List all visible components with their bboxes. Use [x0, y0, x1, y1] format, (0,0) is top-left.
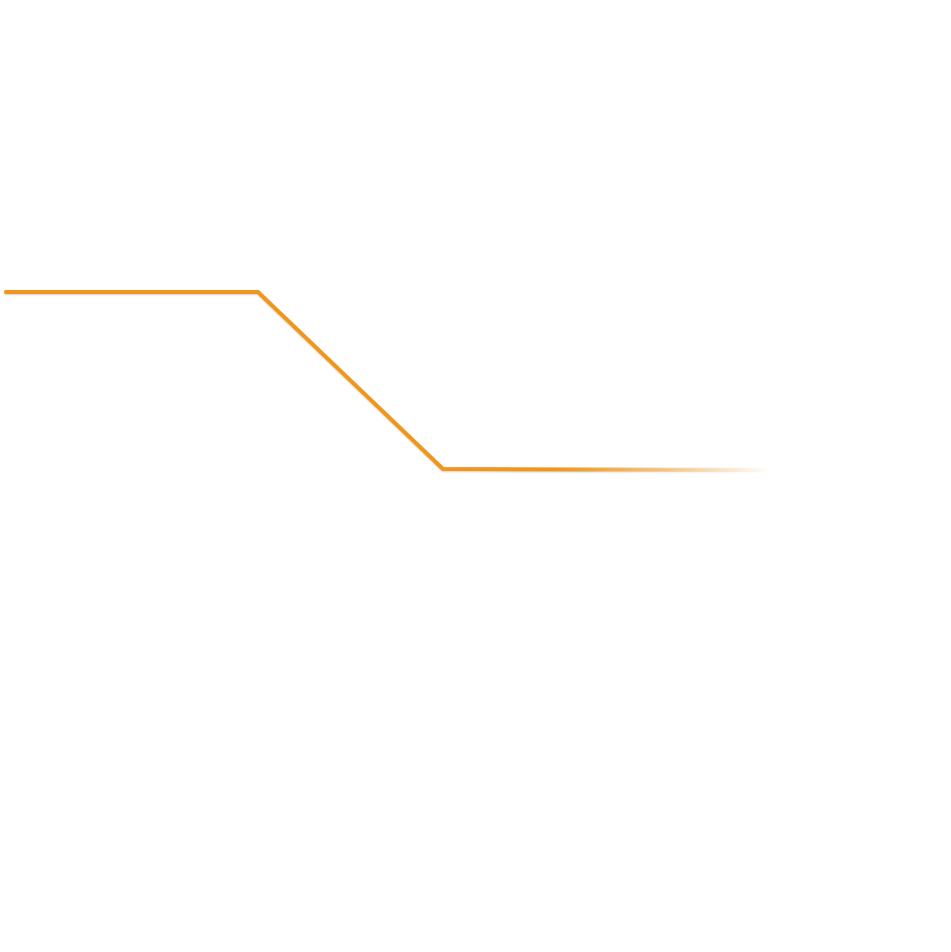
upper-line [4, 290, 772, 472]
